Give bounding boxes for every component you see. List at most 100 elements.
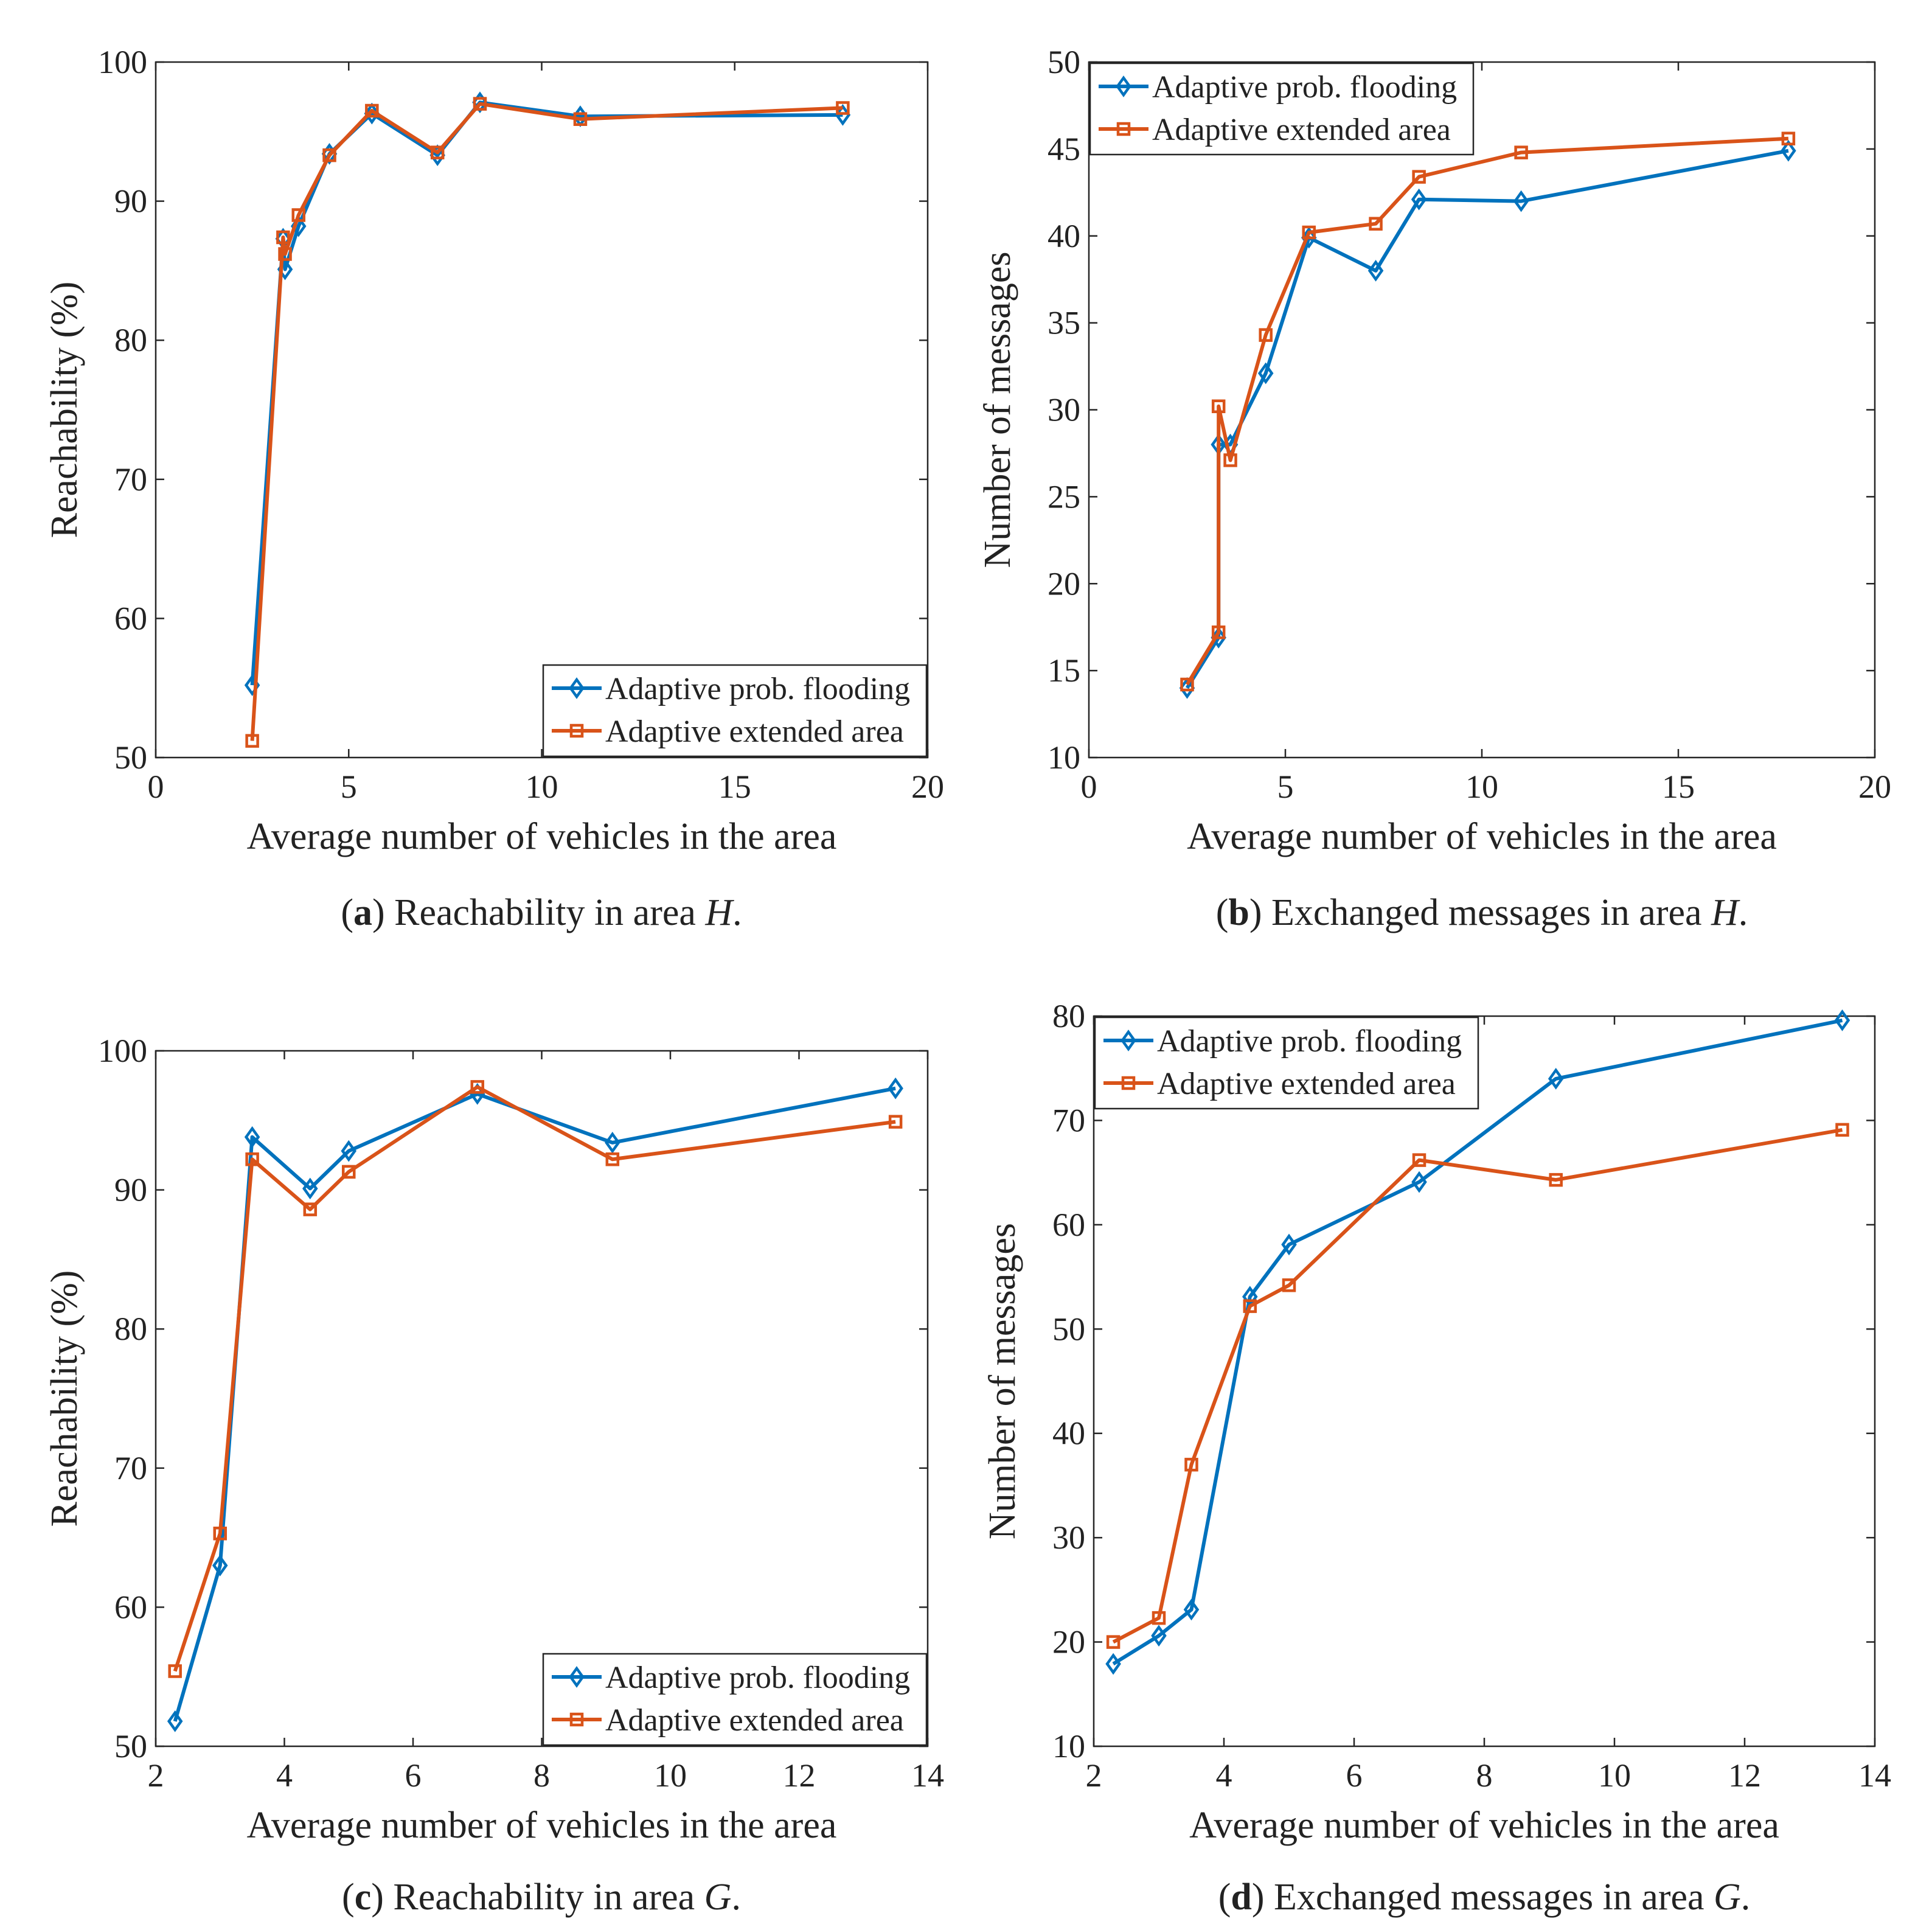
- data-point: [1179, 677, 1195, 699]
- caption-letter: c: [355, 1876, 372, 1918]
- series-adaptive-extended-area: [245, 97, 850, 748]
- y-tick-label: 60: [114, 1589, 147, 1625]
- y-tick-label: 90: [114, 183, 147, 220]
- x-tick-label: 12: [1728, 1757, 1761, 1794]
- figure-caption: (b) Exchanged messages in area H.: [1216, 892, 1748, 933]
- x-axis-label: Average number of vehicles in the area: [1187, 816, 1777, 857]
- y-tick-label: 50: [114, 1728, 147, 1765]
- data-point: [1369, 217, 1383, 231]
- y-tick-label: 70: [1052, 1102, 1085, 1138]
- data-point: [1243, 1299, 1257, 1313]
- caption-letter: d: [1231, 1876, 1251, 1918]
- y-tick-label: 15: [1048, 652, 1080, 689]
- series-adaptive-prob-flooding: [1105, 1009, 1850, 1675]
- chart-panel-a: 0 5 10 15 20 50 60 70 80 90 100 Average number of v…: [44, 44, 944, 933]
- y-axis-label: Reachability (%): [44, 282, 85, 538]
- data-point: [303, 1202, 318, 1216]
- data-point: [244, 1126, 260, 1148]
- data-point: [245, 734, 259, 748]
- y-tick-label: 20: [1052, 1624, 1085, 1660]
- series-adaptive-extended-area: [168, 1080, 903, 1678]
- legend: Adaptive prob. flooding Adaptive extended…: [1089, 62, 1475, 156]
- y-tick-label: 80: [114, 322, 147, 358]
- data-point: [167, 1710, 183, 1732]
- data-point: [1781, 139, 1796, 162]
- data-point: [1106, 1635, 1121, 1649]
- y-tick-label: 70: [114, 461, 147, 498]
- legend-swatch-marker: [1121, 1076, 1136, 1090]
- data-point: [1259, 328, 1273, 342]
- series-line: [250, 102, 843, 741]
- x-axis-label: Average number of vehicles in the area: [247, 1805, 837, 1846]
- data-point: [1412, 170, 1426, 184]
- x-tick-label: 15: [1662, 768, 1695, 805]
- x-tick-label: 0: [148, 768, 164, 805]
- data-point: [888, 1077, 903, 1099]
- data-point: [342, 1165, 356, 1179]
- legend-box: [1094, 1016, 1479, 1110]
- series-adaptive-prob-flooding: [167, 1077, 903, 1732]
- x-axis-label: Average number of vehicles in the area: [1189, 1805, 1779, 1846]
- data-point: [1367, 260, 1384, 282]
- data-point: [364, 102, 380, 125]
- data-point: [1412, 1153, 1426, 1167]
- caption-variable: G: [1714, 1876, 1741, 1918]
- legend-swatch-marker: [1116, 122, 1131, 136]
- legend-entry-label: Adaptive extended area: [1157, 1067, 1456, 1101]
- data-point: [836, 101, 850, 115]
- x-tick-label: 14: [911, 1757, 944, 1794]
- figure-caption: (c) Reachability in area G.: [342, 1876, 741, 1918]
- legend-entry-label: Adaptive prob. flooding: [1152, 70, 1457, 105]
- data-point: [1411, 188, 1427, 211]
- data-point: [1281, 1233, 1297, 1256]
- data-point: [605, 1132, 620, 1154]
- figure-caption: (a) Reachability in area H.: [341, 892, 742, 933]
- series-line: [173, 1086, 896, 1722]
- y-tick-label: 30: [1048, 392, 1080, 428]
- data-point: [430, 145, 445, 159]
- data-point: [276, 230, 290, 245]
- x-tick-label: 5: [1277, 768, 1294, 805]
- legend-swatch-marker: [569, 677, 585, 699]
- legend-entry-label: Adaptive prob. flooding: [605, 672, 910, 706]
- data-point: [341, 1140, 357, 1162]
- y-tick-label: 80: [114, 1311, 147, 1347]
- legend-box: [542, 1653, 928, 1746]
- y-tick-label: 35: [1048, 305, 1080, 341]
- y-tick-label: 45: [1048, 131, 1080, 167]
- y-tick-label: 50: [1052, 1311, 1085, 1347]
- data-point: [473, 97, 487, 111]
- chart-panel-d: 2 4 6 8 10 12 14 10 20 30 40 50 60 70 80 Average number…: [982, 998, 1891, 1918]
- x-tick-label: 6: [405, 1757, 422, 1794]
- data-point: [429, 144, 445, 167]
- data-point: [1302, 225, 1316, 240]
- data-point: [1548, 1067, 1564, 1090]
- y-tick-label: 40: [1048, 218, 1080, 254]
- legend-swatch-marker: [569, 723, 584, 738]
- data-point: [1514, 145, 1528, 159]
- data-point: [322, 148, 336, 162]
- figure-caption: (d) Exchanged messages in area G.: [1218, 1876, 1751, 1918]
- y-axis-label: Reachability (%): [44, 1270, 85, 1527]
- data-point: [291, 208, 306, 222]
- y-tick-label: 10: [1048, 739, 1080, 776]
- y-axis-label: Number of messages: [982, 1223, 1023, 1539]
- y-tick-label: 20: [1048, 565, 1080, 602]
- data-point: [888, 1115, 903, 1129]
- x-tick-label: 2: [1086, 1757, 1102, 1794]
- caption-text: Reachability in area: [384, 1876, 704, 1918]
- legend-box: [1089, 62, 1475, 156]
- series-line: [1112, 1018, 1843, 1666]
- legend-swatch-marker: [569, 1712, 584, 1727]
- series-line: [1185, 136, 1789, 686]
- x-tick-label: 2: [148, 1757, 164, 1794]
- x-tick-label: 4: [1216, 1757, 1232, 1794]
- series-adaptive-prob-flooding: [1179, 139, 1796, 699]
- x-tick-label: 20: [911, 768, 944, 805]
- data-point: [1282, 1278, 1296, 1292]
- data-point: [302, 1177, 318, 1200]
- y-tick-label: 90: [114, 1172, 147, 1208]
- data-point: [1513, 190, 1529, 212]
- caption-letter: a: [353, 892, 372, 933]
